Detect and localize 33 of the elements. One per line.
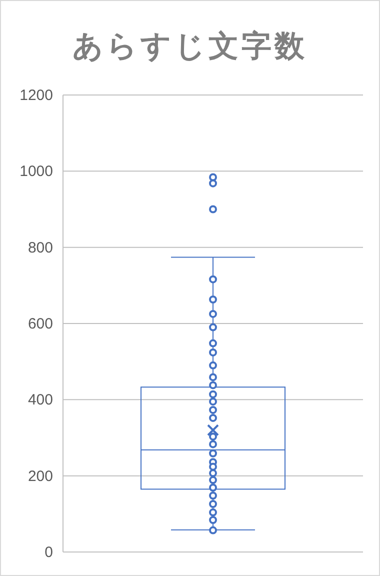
point: [209, 462, 217, 471]
point: [209, 275, 217, 284]
point: [209, 339, 217, 348]
point: [209, 390, 217, 398]
point: [209, 440, 217, 448]
y-tick-label: 400: [28, 392, 53, 409]
y-tick-label: 200: [28, 468, 53, 485]
point: [209, 348, 217, 356]
point: [209, 469, 217, 478]
point: [209, 449, 217, 458]
point: [209, 414, 217, 422]
point: [209, 406, 217, 414]
point: [209, 500, 217, 508]
y-tick-label: 600: [28, 316, 53, 332]
point: [209, 323, 217, 332]
point: [209, 492, 217, 500]
y-tick-label: 0: [44, 544, 53, 561]
y-tick-label: 1200: [20, 87, 53, 104]
point: [209, 526, 217, 534]
point: [209, 296, 217, 304]
point: [209, 373, 217, 382]
point: [209, 508, 217, 516]
chart-title: あらすじ文字数: [72, 29, 308, 63]
point: [209, 484, 217, 492]
point: [209, 398, 217, 406]
y-tick-label: 1000: [20, 163, 53, 180]
y-tick-label: 800: [28, 239, 53, 256]
point: [209, 310, 217, 318]
point: [209, 432, 217, 441]
point: [209, 381, 217, 390]
point: [209, 516, 217, 524]
point: [209, 361, 217, 370]
point: [209, 476, 217, 484]
